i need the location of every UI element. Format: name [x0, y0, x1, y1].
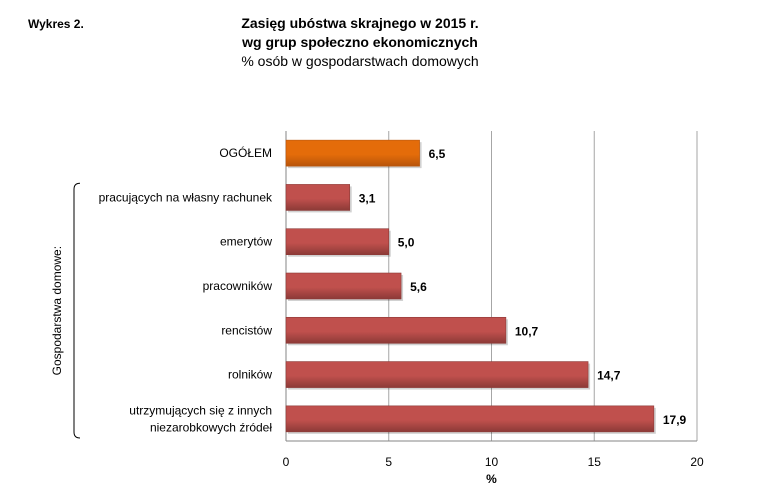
chart-title-line-1: Zasięg ubóstwa skrajnego w 2015 r. [241, 15, 479, 31]
chart-subtitle: % osób w gospodarstwach domowych [241, 53, 479, 69]
x-tick-label: 15 [588, 455, 602, 469]
x-axis-title: % [486, 472, 497, 486]
x-tick-label: 0 [283, 455, 290, 469]
category-label: rolników [228, 368, 272, 382]
bar [285, 184, 351, 211]
category-label: emerytów [220, 235, 272, 249]
chart-title-block: Zasięg ubóstwa skrajnego w 2015 r. wg gr… [200, 14, 520, 71]
group-label: Gospodarstwa domowe: [50, 246, 64, 375]
bar [285, 316, 507, 344]
group-bracket [73, 182, 81, 439]
data-label: 5,0 [398, 236, 415, 250]
data-label: 17,9 [663, 413, 687, 427]
category-label: pracowników [203, 279, 273, 293]
bar [285, 228, 390, 256]
data-label: 6,5 [429, 147, 446, 161]
data-label: 10,7 [515, 324, 539, 338]
category-label: utrzymujących się z innych [129, 403, 272, 417]
category-label: niezarobkowych źródeł [150, 420, 272, 434]
category-label: rencistów [221, 323, 272, 337]
bar [285, 361, 589, 388]
x-tick-label: 5 [385, 455, 392, 469]
data-label: 3,1 [359, 191, 376, 205]
data-label: 14,7 [597, 369, 621, 383]
category-label: OGÓŁEM [219, 145, 272, 160]
chart-title-line-2: wg grup społeczno ekonomicznych [242, 34, 478, 50]
category-label: pracujących na własny rachunek [99, 190, 273, 204]
figure-label: Wykres 2. [28, 17, 84, 31]
bar-total [285, 139, 420, 167]
bar [285, 405, 655, 433]
x-tick-label: 20 [690, 455, 704, 469]
x-tick-label: 10 [485, 455, 499, 469]
data-label: 5,6 [410, 280, 427, 294]
bar [285, 272, 402, 300]
